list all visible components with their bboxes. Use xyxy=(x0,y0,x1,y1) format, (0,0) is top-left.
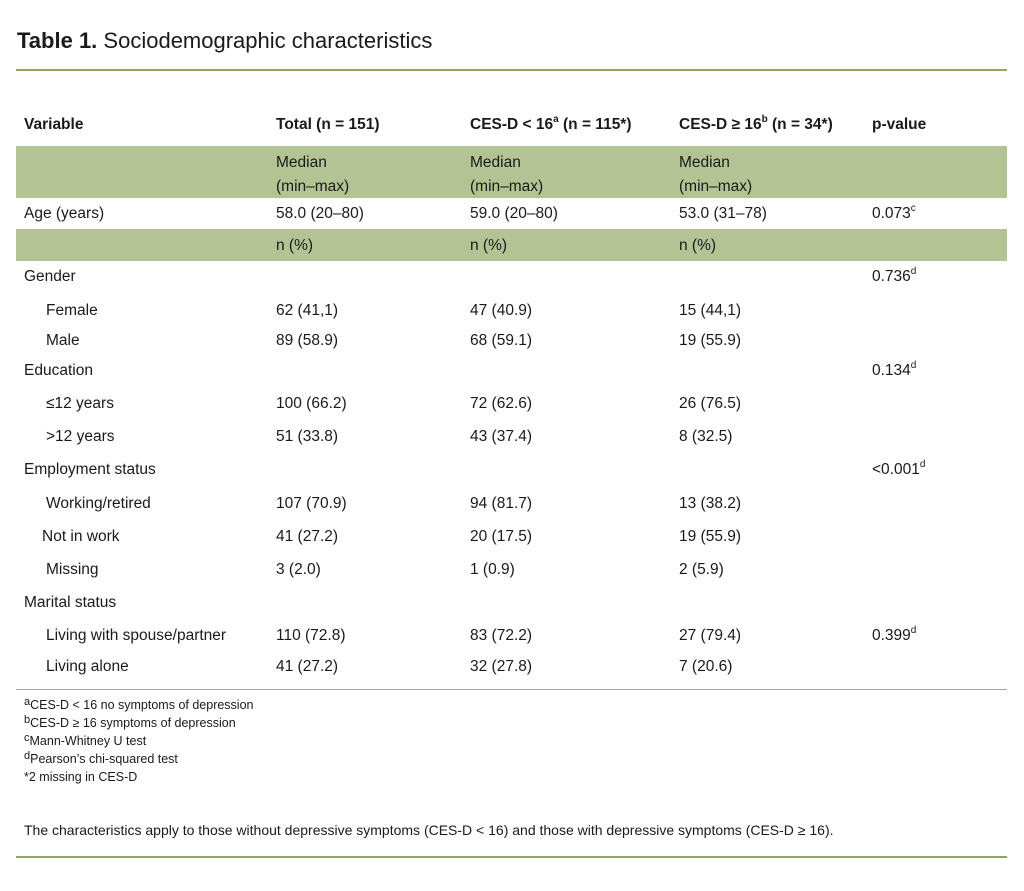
cell-total: 51 (33.8) xyxy=(276,428,339,445)
row-label: >12 years xyxy=(46,428,115,445)
row-label: Age (years) xyxy=(24,205,105,222)
footnote: bCES-D ≥ 16 symptoms of depression xyxy=(24,714,236,731)
median-band xyxy=(16,146,1007,198)
cell-cesd-high: 27 (79.4) xyxy=(679,627,742,644)
cell-total: 62 (41,1) xyxy=(276,302,339,319)
row-label: Education xyxy=(24,362,93,379)
cell-total: 41 (27.2) xyxy=(276,658,339,675)
cell-cesd-low: 47 (40.9) xyxy=(470,302,533,319)
bottom-rule xyxy=(16,856,1007,858)
footnote: aCES-D < 16 no symptoms of depression xyxy=(24,696,254,713)
cell-total: 41 (27.2) xyxy=(276,528,339,545)
column-header: Total (n = 151) xyxy=(276,116,380,133)
n-percent-label: n (%) xyxy=(276,237,314,254)
cell-cesd-high: 15 (44,1) xyxy=(679,302,742,319)
cell-cesd-high: 7 (20.6) xyxy=(679,658,733,675)
footnote: *2 missing in CES-D xyxy=(24,770,138,784)
cell-total: 110 (72.8) xyxy=(276,627,346,644)
median-label: Median (min–max) xyxy=(276,154,350,195)
column-header: CES-D < 16a (n = 115*) xyxy=(470,114,632,134)
column-header: CES-D ≥ 16b (n = 34*) xyxy=(679,114,833,134)
cell-p-value: 0.134d xyxy=(872,360,917,380)
median-label: Median (min–max) xyxy=(679,154,753,195)
cell-cesd-high: 19 (55.9) xyxy=(679,332,742,349)
footnote: dPearson’s chi-squared test xyxy=(24,750,178,767)
cell-p-value: <0.001d xyxy=(872,459,926,479)
row-label: Living with spouse/partner xyxy=(46,627,227,644)
table-title: Table 1. Sociodemographic characteristic… xyxy=(17,28,432,54)
cell-cesd-low: 43 (37.4) xyxy=(470,428,533,445)
cell-total: 3 (2.0) xyxy=(276,561,321,578)
cell-cesd-high: 19 (55.9) xyxy=(679,528,742,545)
cell-cesd-high: 8 (32.5) xyxy=(679,428,733,445)
row-label: Marital status xyxy=(24,594,117,611)
table-label: Table 1. xyxy=(17,28,98,53)
cell-cesd-low: 59.0 (20–80) xyxy=(470,205,558,222)
row-label: ≤12 years xyxy=(46,395,114,412)
cell-cesd-low: 1 (0.9) xyxy=(470,561,515,578)
cell-cesd-high: 53.0 (31–78) xyxy=(679,205,767,222)
cell-p-value: 0.736d xyxy=(872,266,917,286)
row-label: Male xyxy=(46,332,80,349)
cell-p-value: 0.399d xyxy=(872,625,917,645)
table-title-text: Sociodemographic characteristics xyxy=(103,28,433,53)
row-label: Missing xyxy=(46,561,99,578)
cell-cesd-low: 32 (27.8) xyxy=(470,658,533,675)
cell-cesd-low: 68 (59.1) xyxy=(470,332,533,349)
row-label: Not in work xyxy=(42,528,120,545)
cell-cesd-low: 20 (17.5) xyxy=(470,528,533,545)
cell-total: 89 (58.9) xyxy=(276,332,339,349)
row-label: Gender xyxy=(24,268,76,285)
cell-cesd-high: 26 (76.5) xyxy=(679,395,742,412)
n-percent-band xyxy=(16,229,1007,261)
top-rule xyxy=(16,69,1007,71)
cell-cesd-high: 13 (38.2) xyxy=(679,495,742,512)
cell-total: 100 (66.2) xyxy=(276,395,347,412)
row-label: Working/retired xyxy=(46,495,151,512)
column-header: p-value xyxy=(872,116,927,133)
cell-cesd-high: 2 (5.9) xyxy=(679,561,724,578)
cell-total: 58.0 (20–80) xyxy=(276,205,364,222)
n-percent-label: n (%) xyxy=(470,237,508,254)
cell-p-value: 0.073c xyxy=(872,203,916,223)
table-caption: The characteristics apply to those witho… xyxy=(24,822,834,838)
footnote: cMann-Whitney U test xyxy=(24,732,147,749)
row-label: Female xyxy=(46,302,98,319)
table-bottom-rule xyxy=(16,689,1007,690)
n-percent-label: n (%) xyxy=(679,237,717,254)
cell-cesd-low: 94 (81.7) xyxy=(470,495,533,512)
cell-total: 107 (70.9) xyxy=(276,495,347,512)
cell-cesd-low: 83 (72.2) xyxy=(470,627,533,644)
row-label: Employment status xyxy=(24,461,156,478)
median-label: Median (min–max) xyxy=(470,154,544,195)
cell-cesd-low: 72 (62.6) xyxy=(470,395,533,412)
row-label: Living alone xyxy=(46,658,129,675)
column-header: Variable xyxy=(24,116,84,133)
